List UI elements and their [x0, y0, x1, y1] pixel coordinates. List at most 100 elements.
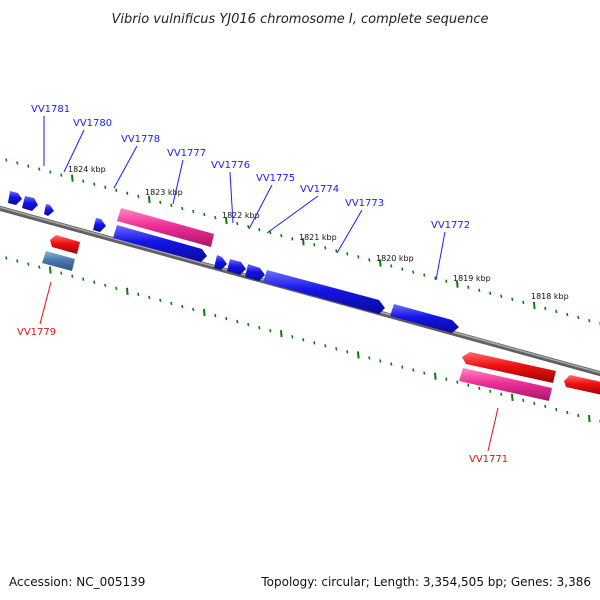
minor-tick [467, 285, 470, 289]
minor-tick [5, 158, 8, 162]
major-tick [280, 330, 283, 338]
kbp-label: 1823 kbp [145, 188, 183, 197]
gene-arrow-reverse[interactable] [117, 208, 214, 247]
minor-tick [170, 301, 173, 306]
gene-label[interactable]: VV1773 [345, 198, 384, 209]
kbp-label: 1824 kbp [68, 165, 106, 174]
gene-label[interactable]: VV1774 [300, 184, 339, 195]
gene-label[interactable]: VV1780 [73, 118, 112, 129]
minor-tick [412, 368, 415, 372]
major-tick [49, 266, 52, 274]
minor-tick [566, 312, 569, 317]
gene-arrow-forward[interactable] [245, 264, 265, 281]
minor-tick [159, 200, 162, 205]
minor-tick [269, 329, 272, 333]
major-tick [225, 217, 228, 225]
gene-label[interactable]: VV1771 [469, 454, 508, 465]
kbp-label: 1818 kbp [531, 292, 569, 301]
minor-tick [346, 252, 349, 256]
minor-tick [346, 350, 349, 354]
gene-arrow-reverse[interactable] [459, 368, 552, 401]
minor-tick [247, 322, 250, 327]
minor-tick [49, 170, 52, 174]
gene-arrow-forward[interactable] [390, 304, 459, 333]
minor-tick [445, 377, 448, 381]
gene-label[interactable]: VV1779 [17, 327, 56, 338]
major-tick [456, 280, 459, 288]
minor-tick [5, 256, 8, 260]
gene-arrow-reverse[interactable] [50, 235, 80, 254]
minor-tick [104, 185, 107, 189]
minor-tick [115, 286, 118, 290]
minor-tick [82, 179, 85, 183]
reverse-genes [42, 208, 600, 401]
minor-tick [401, 267, 404, 271]
minor-tick [412, 270, 415, 274]
minor-tick [577, 413, 580, 418]
kbp-label: 1819 kbp [453, 274, 491, 283]
minor-tick [291, 237, 294, 241]
minor-tick [302, 338, 305, 342]
minor-tick [148, 295, 151, 300]
minor-tick [115, 188, 118, 192]
gene-arrow-forward[interactable] [263, 270, 385, 314]
minor-tick [588, 318, 591, 323]
gene-label[interactable]: VV1777 [167, 148, 206, 159]
major-tick [203, 308, 206, 317]
minor-tick [137, 292, 140, 297]
minor-tick [489, 291, 492, 295]
gene-label[interactable]: VV1775 [256, 173, 295, 184]
minor-tick [16, 259, 19, 263]
minor-tick [313, 341, 316, 345]
map-title: Vibrio vulnificus YJ016 chromosome I, co… [111, 12, 488, 27]
leader-line [229, 171, 234, 224]
gene-arrow-forward[interactable] [214, 255, 227, 270]
gene-arrow-forward[interactable] [93, 218, 106, 232]
gene-labels-top: VV1781 VV1780 VV1778 VV1777 VV1776 VV177… [31, 104, 470, 281]
minor-tick [544, 306, 547, 311]
minor-tick [159, 298, 162, 303]
gene-label[interactable]: VV1781 [31, 104, 70, 115]
minor-tick [192, 209, 195, 214]
leader-line [435, 231, 446, 281]
sequence-summary: Topology: circular; Length: 3,354,505 bp… [260, 575, 591, 589]
gene-label[interactable]: VV1776 [211, 160, 250, 171]
gene-arrow-reverse[interactable] [462, 352, 556, 383]
gene-arrow-forward[interactable] [8, 191, 22, 205]
leader-line [39, 281, 52, 325]
gene-label[interactable]: VV1778 [121, 134, 160, 145]
minor-tick [192, 307, 195, 312]
minor-tick [401, 365, 404, 369]
minor-tick [522, 300, 525, 305]
gene-label[interactable]: VV1772 [431, 220, 470, 231]
gene-arrow-forward[interactable] [113, 225, 207, 262]
gene-arrow-forward[interactable] [227, 259, 246, 275]
major-tick [588, 415, 591, 423]
minor-tick [27, 164, 30, 168]
minor-tick [313, 243, 316, 247]
minor-tick [60, 173, 63, 177]
major-tick [511, 393, 514, 401]
minor-tick [93, 182, 96, 186]
minor-tick [500, 392, 503, 396]
major-tick [302, 238, 305, 246]
major-tick [71, 174, 74, 182]
minor-tick [489, 389, 492, 393]
leader-line [266, 195, 319, 234]
gene-arrow-reverse[interactable] [564, 375, 600, 395]
minor-tick [60, 271, 63, 275]
leader-line [172, 159, 184, 205]
tick-row-top [5, 158, 600, 326]
minor-tick [38, 167, 41, 171]
minor-tick [335, 249, 338, 253]
tick-row-bottom [5, 256, 600, 424]
minor-tick [93, 280, 96, 284]
gene-arrow-forward[interactable] [22, 196, 38, 211]
minor-tick [71, 274, 74, 278]
gene-arrow-reverse[interactable] [42, 251, 75, 271]
gene-arrow-forward[interactable] [44, 204, 54, 216]
minor-tick [181, 304, 184, 309]
minor-tick [445, 279, 448, 283]
minor-tick [291, 335, 294, 339]
